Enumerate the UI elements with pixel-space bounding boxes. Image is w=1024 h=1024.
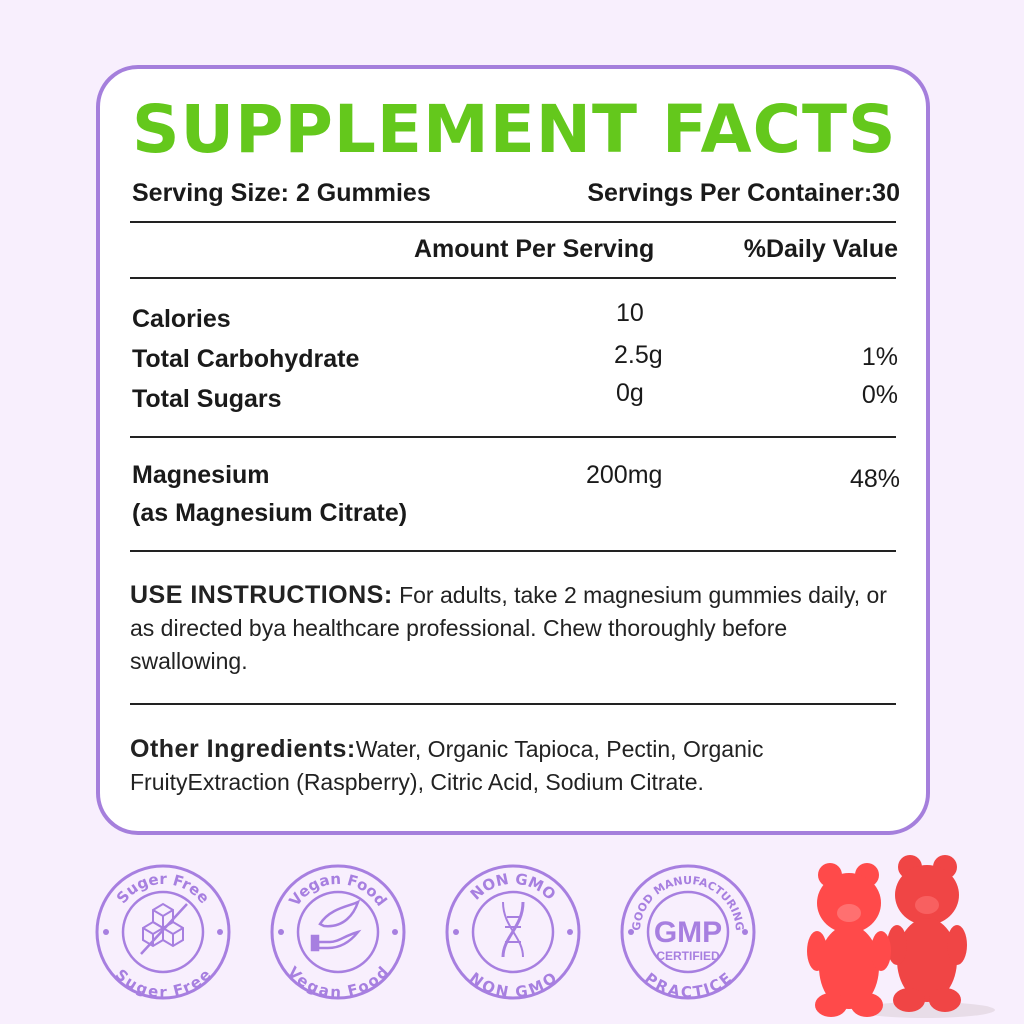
- row-amount: 10: [616, 299, 644, 327]
- supplement-facts-panel: SUPPLEMENT FACTS Serving Size: 2 Gummies…: [96, 65, 930, 835]
- row-dv: 1%: [861, 343, 898, 371]
- divider: [130, 550, 896, 552]
- magnesium-dv: 48%: [849, 465, 900, 493]
- badge-vegan-food: Vegan Food Vegan Food: [268, 862, 408, 1002]
- leaf-hand-icon: [310, 899, 362, 952]
- badge-non-gmo: NON GMO NON GMO: [443, 862, 583, 1002]
- row-name: Calories: [132, 305, 231, 333]
- servings-per-container: Servings Per Container:30: [587, 179, 900, 207]
- divider: [130, 436, 896, 438]
- badge-suger-free: Suger Free Suger Free: [93, 862, 233, 1002]
- amount-header: Amount Per Serving: [414, 235, 655, 263]
- use-instructions: USE INSTRUCTIONS: For adults, take 2 mag…: [130, 581, 887, 674]
- row-name: Total Carbohydrate: [132, 345, 360, 373]
- gmp-text: GMP: [654, 916, 722, 949]
- badge-bottom-text: Vegan Food: [284, 963, 392, 1001]
- magnesium-name: Magnesium: [132, 461, 270, 489]
- row-amount: 2.5g: [614, 341, 663, 369]
- title: SUPPLEMENT FACTS: [132, 91, 897, 168]
- row-dv: 0%: [861, 381, 898, 409]
- divider: [130, 703, 896, 705]
- certified-text: CERTIFIED: [656, 949, 720, 963]
- badge-bottom-text: NON GMO: [466, 969, 560, 1002]
- dv-header: %Daily Value: [743, 235, 898, 263]
- other-ingredients: Other Ingredients:Water, Organic Tapioca…: [130, 735, 764, 795]
- divider: [130, 221, 896, 223]
- row-name: Total Sugars: [132, 385, 282, 413]
- divider: [130, 277, 896, 279]
- dna-icon: [501, 901, 525, 958]
- badge-bottom-text: PRACTICE: [641, 969, 735, 1001]
- row-amount: 0g: [616, 379, 644, 407]
- magnesium-sub: (as Magnesium Citrate): [132, 499, 408, 527]
- badge-good-manufacturing: GOOD MANUFACTURING PRACTICE GMP CERTIFIED: [618, 862, 758, 1002]
- sugar-cubes-icon: [140, 902, 188, 955]
- serving-size: Serving Size: 2 Gummies: [132, 179, 431, 207]
- gummy-bears-image: [807, 855, 995, 1018]
- magnesium-amount: 200mg: [586, 461, 663, 489]
